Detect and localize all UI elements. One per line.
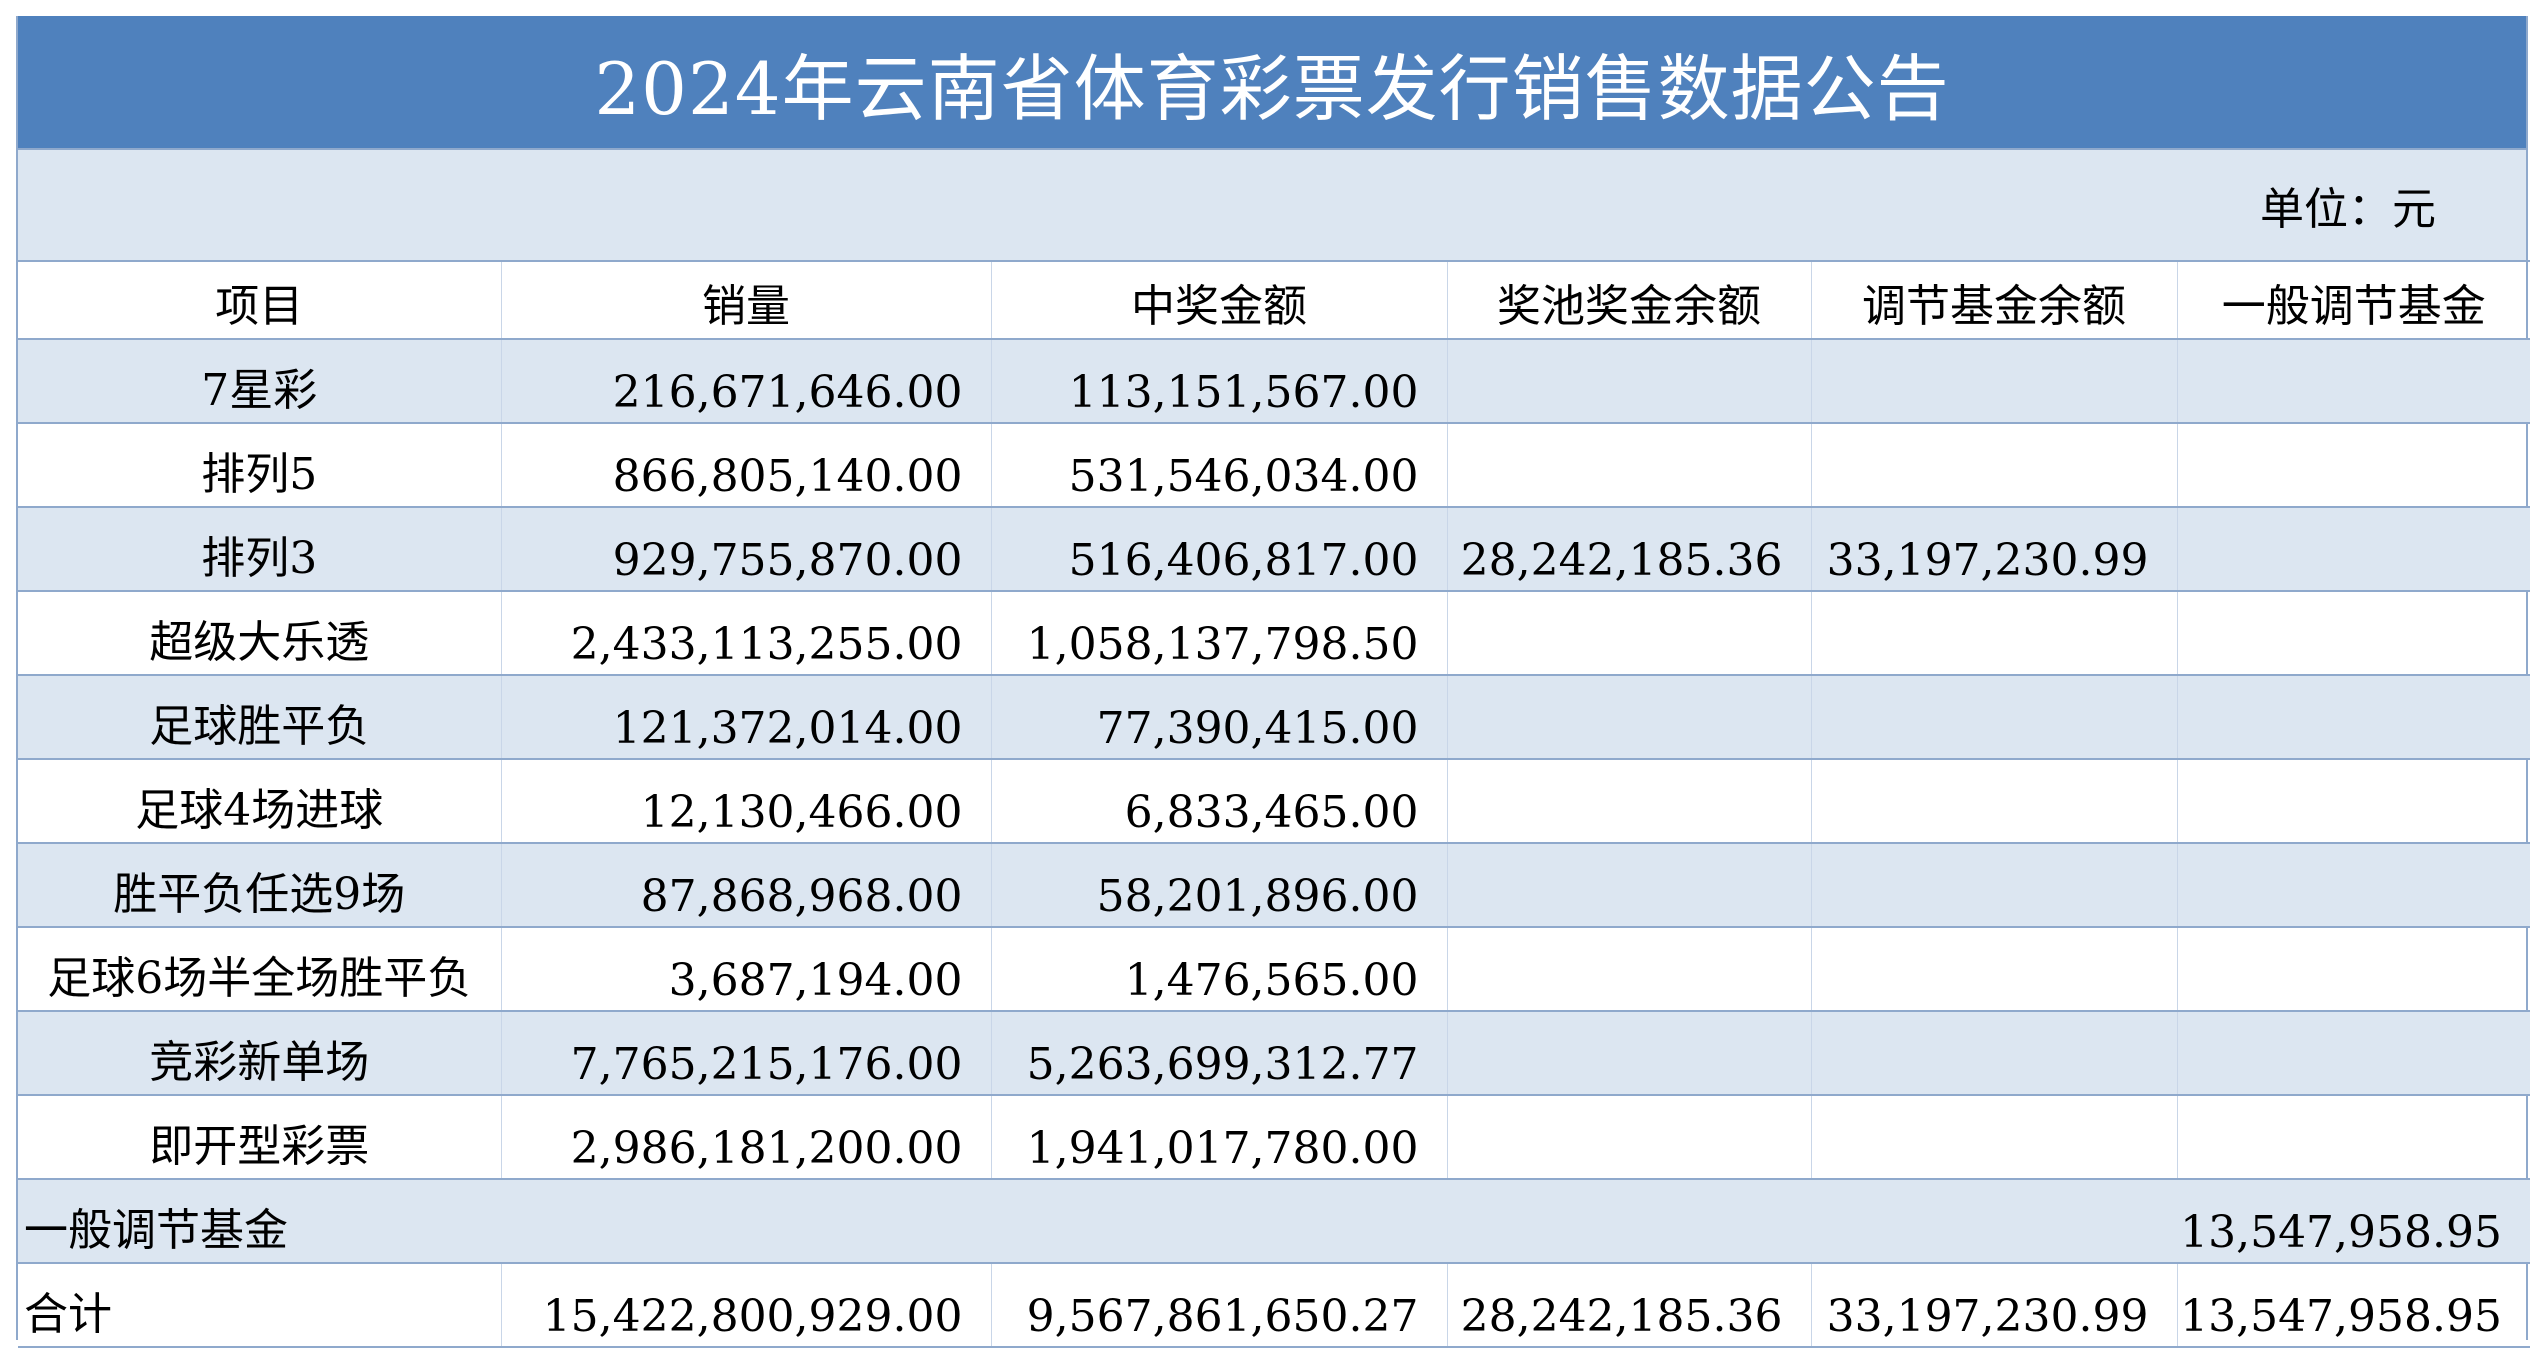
table-row: 排列5 866,805,140.00 531,546,034.00 bbox=[18, 422, 2530, 507]
row-name: 7星彩 bbox=[18, 338, 502, 423]
row-general bbox=[2177, 590, 2530, 675]
row-general bbox=[2177, 674, 2530, 759]
total-prize: 9,567,861,650.27 bbox=[991, 1262, 1448, 1348]
col-header-prize: 中奖金额 bbox=[991, 260, 1448, 339]
table-row: 排列3 929,755,870.00 516,406,817.00 28,242… bbox=[18, 506, 2530, 591]
row-sales: 87,868,968.00 bbox=[501, 842, 992, 927]
row-adjust: 33,197,230.99 bbox=[1811, 506, 2178, 591]
table-row: 竞彩新单场 7,765,215,176.00 5,263,699,312.77 bbox=[18, 1010, 2530, 1095]
row-pool bbox=[1447, 1010, 1812, 1095]
total-label: 合计 bbox=[18, 1262, 502, 1348]
row-sales: 216,671,646.00 bbox=[501, 338, 992, 423]
row-prize: 1,058,137,798.50 bbox=[991, 590, 1448, 675]
row-pool: 28,242,185.36 bbox=[1447, 506, 1812, 591]
header-row: 项目 销量 中奖金额 奖池奖金余额 调节基金余额 一般调节基金 bbox=[18, 260, 2530, 339]
total-sales: 15,422,800,929.00 bbox=[501, 1262, 992, 1348]
row-pool bbox=[1447, 842, 1812, 927]
row-general bbox=[2177, 1094, 2530, 1179]
row-name: 足球6场半全场胜平负 bbox=[18, 926, 502, 1011]
table-row: 胜平负任选9场 87,868,968.00 58,201,896.00 bbox=[18, 842, 2530, 927]
row-adjust bbox=[1811, 1094, 2178, 1179]
row-sales: 12,130,466.00 bbox=[501, 758, 992, 843]
row-name: 胜平负任选9场 bbox=[18, 842, 502, 927]
row-prize: 58,201,896.00 bbox=[991, 842, 1448, 927]
row-adjust bbox=[1811, 758, 2178, 843]
row-name: 超级大乐透 bbox=[18, 590, 502, 675]
row-prize: 531,546,034.00 bbox=[991, 422, 1448, 507]
row-prize: 1,941,017,780.00 bbox=[991, 1094, 1448, 1179]
row-sales: 2,986,181,200.00 bbox=[501, 1094, 992, 1179]
row-general bbox=[2177, 926, 2530, 1011]
row-general bbox=[2177, 842, 2530, 927]
row-pool bbox=[1447, 1094, 1812, 1179]
row-adjust bbox=[1811, 338, 2178, 423]
table-row: 即开型彩票 2,986,181,200.00 1,941,017,780.00 bbox=[18, 1094, 2530, 1179]
table-row: 足球6场半全场胜平负 3,687,194.00 1,476,565.00 bbox=[18, 926, 2530, 1011]
row-prize: 77,390,415.00 bbox=[991, 674, 1448, 759]
row-prize: 6,833,465.00 bbox=[991, 758, 1448, 843]
row-sales: 121,372,014.00 bbox=[501, 674, 992, 759]
row-general bbox=[2177, 758, 2530, 843]
total-pool: 28,242,185.36 bbox=[1447, 1262, 1812, 1348]
table-row: 7星彩 216,671,646.00 113,151,567.00 bbox=[18, 338, 2530, 423]
row-pool bbox=[1447, 758, 1812, 843]
row-name: 即开型彩票 bbox=[18, 1094, 502, 1179]
row-adjust bbox=[1811, 590, 2178, 675]
row-general bbox=[2177, 338, 2530, 423]
row-adjust bbox=[1811, 1010, 2178, 1095]
row-adjust bbox=[1811, 842, 2178, 927]
row-sales: 866,805,140.00 bbox=[501, 422, 992, 507]
row-pool bbox=[1447, 590, 1812, 675]
row-prize: 516,406,817.00 bbox=[991, 506, 1448, 591]
row-general bbox=[2177, 506, 2530, 591]
total-adjust: 33,197,230.99 bbox=[1811, 1262, 2178, 1348]
sheet-title: 2024年云南省体育彩票发行销售数据公告 bbox=[18, 16, 2526, 148]
row-name: 足球胜平负 bbox=[18, 674, 502, 759]
row-prize: 113,151,567.00 bbox=[991, 338, 1448, 423]
sales-table: 项目 销量 中奖金额 奖池奖金余额 调节基金余额 一般调节基金 7星彩 216,… bbox=[18, 260, 2530, 1348]
col-header-item: 项目 bbox=[18, 260, 502, 339]
unit-bar: 单位：元 bbox=[18, 148, 2526, 260]
row-sales: 2,433,113,255.00 bbox=[501, 590, 992, 675]
general-fund-value: 13,547,958.95 bbox=[2177, 1178, 2530, 1263]
general-fund-label: 一般调节基金 bbox=[18, 1178, 2177, 1263]
row-pool bbox=[1447, 338, 1812, 423]
row-sales: 7,765,215,176.00 bbox=[501, 1010, 992, 1095]
col-header-sales: 销量 bbox=[501, 260, 992, 339]
unit-label: 单位：元 bbox=[2260, 184, 2436, 235]
table-row: 足球4场进球 12,130,466.00 6,833,465.00 bbox=[18, 758, 2530, 843]
row-name: 排列5 bbox=[18, 422, 502, 507]
row-prize: 1,476,565.00 bbox=[991, 926, 1448, 1011]
lottery-sales-sheet: 2024年云南省体育彩票发行销售数据公告 单位：元 项目 销量 中奖金额 奖池奖… bbox=[16, 16, 2530, 1348]
table-row: 足球胜平负 121,372,014.00 77,390,415.00 bbox=[18, 674, 2530, 759]
row-adjust bbox=[1811, 674, 2178, 759]
row-pool bbox=[1447, 422, 1812, 507]
row-sales: 929,755,870.00 bbox=[501, 506, 992, 591]
row-name: 竞彩新单场 bbox=[18, 1010, 502, 1095]
row-prize: 5,263,699,312.77 bbox=[991, 1010, 1448, 1095]
row-adjust bbox=[1811, 422, 2178, 507]
total-general: 13,547,958.95 bbox=[2177, 1262, 2530, 1348]
row-pool bbox=[1447, 926, 1812, 1011]
total-row: 合计 15,422,800,929.00 9,567,861,650.27 28… bbox=[18, 1262, 2530, 1348]
table-row: 超级大乐透 2,433,113,255.00 1,058,137,798.50 bbox=[18, 590, 2530, 675]
col-header-adjust-balance: 调节基金余额 bbox=[1811, 260, 2178, 339]
row-general bbox=[2177, 422, 2530, 507]
row-adjust bbox=[1811, 926, 2178, 1011]
col-header-pool-balance: 奖池奖金余额 bbox=[1447, 260, 1812, 339]
row-name: 排列3 bbox=[18, 506, 502, 591]
row-sales: 3,687,194.00 bbox=[501, 926, 992, 1011]
col-header-general-fund: 一般调节基金 bbox=[2177, 260, 2530, 339]
row-general bbox=[2177, 1010, 2530, 1095]
row-name: 足球4场进球 bbox=[18, 758, 502, 843]
general-fund-row: 一般调节基金 13,547,958.95 bbox=[18, 1178, 2530, 1263]
row-pool bbox=[1447, 674, 1812, 759]
